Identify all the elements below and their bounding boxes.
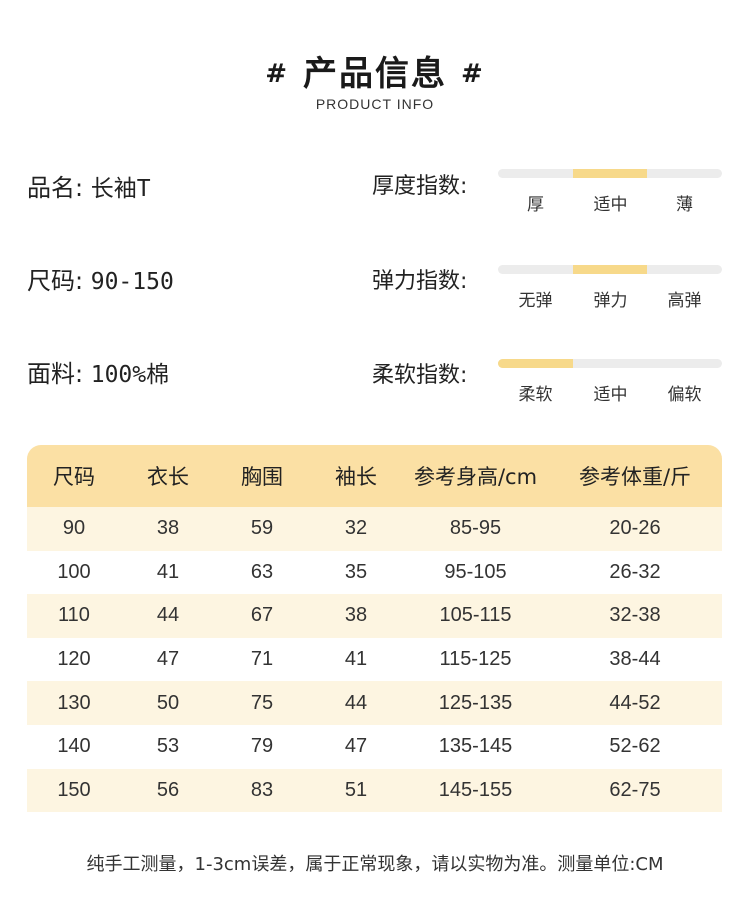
- spec-value: 90-150: [90, 269, 174, 295]
- table-row: 90 38 59 32 85-95 20-26: [27, 507, 722, 551]
- table-cell: 47: [344, 735, 368, 758]
- thickness-index-bar: [498, 169, 722, 178]
- page-subtitle: PRODUCT INFO: [315, 96, 435, 112]
- spec-value: 100%棉: [90, 362, 170, 388]
- tick-high-stretch: 高弹: [667, 291, 702, 311]
- spec-value: 长袖T: [90, 176, 151, 202]
- bar-fill: [498, 359, 573, 368]
- table-cell: 105-115: [439, 604, 512, 627]
- header-cell: 袖长: [335, 465, 377, 489]
- table-cell: 38: [156, 517, 180, 540]
- header-cell: 尺码: [53, 465, 95, 489]
- table-row: 120 47 71 41 115-125 38-44: [27, 637, 722, 682]
- table-cell: 62-75: [609, 778, 661, 801]
- table-row: 130 50 75 44 125-135 44-52: [27, 681, 722, 725]
- spec-key: 尺码:: [27, 267, 84, 295]
- table-cell: 56: [156, 778, 180, 801]
- table-cell: 120: [57, 648, 91, 671]
- table-header: 尺码 衣长 胸围 袖长 参考身高/cm 参考体重/斤: [27, 445, 722, 507]
- softness-index-bar: [498, 359, 722, 368]
- table-cell: 52-62: [609, 735, 661, 758]
- table-cell: 26-32: [609, 560, 661, 583]
- table-cell: 79: [250, 735, 274, 758]
- table-cell: 50: [156, 691, 180, 714]
- table-cell: 51: [344, 778, 368, 801]
- table-row: 100 41 63 35 95-105 26-32: [27, 550, 722, 595]
- elasticity-index-bar: [498, 265, 722, 274]
- table-cell: 41: [156, 560, 180, 583]
- tick-no-stretch: 无弹: [518, 291, 553, 311]
- header-cell: 衣长: [147, 465, 189, 489]
- table-cell: 85-95: [449, 517, 502, 540]
- header-cell: 参考身高/cm: [413, 465, 538, 489]
- spec-product-name: 品名: 长袖T: [27, 168, 151, 203]
- table-cell: 145-155: [438, 778, 513, 801]
- table-cell: 44: [344, 691, 368, 714]
- tick-stretch: 弹力: [593, 291, 628, 311]
- hash-left: #: [265, 59, 289, 89]
- table-cell: 130: [57, 691, 91, 714]
- size-table: 尺码 衣长 胸围 袖长 参考身高/cm 参考体重/斤 90 38 59 32 8…: [27, 445, 722, 813]
- table-cell: 150: [57, 778, 91, 801]
- tick-soft: 柔软: [518, 385, 553, 405]
- table-row: 140 53 79 47 135-145 52-62: [27, 724, 722, 769]
- table-cell: 44: [156, 604, 180, 627]
- tick-thick: 厚: [527, 195, 544, 215]
- spec-key: 面料:: [27, 360, 84, 388]
- tick-medium: 适中: [593, 195, 628, 215]
- bar-fill: [572, 265, 648, 274]
- spec-size: 尺码: 90-150: [27, 261, 174, 296]
- table-cell: 135-145: [438, 735, 513, 758]
- table-cell: 38-44: [609, 648, 661, 671]
- elasticity-index-label: 弹力指数:: [372, 269, 468, 294]
- thickness-index-label: 厚度指数:: [372, 174, 468, 199]
- tick-softer: 偏软: [667, 385, 702, 405]
- table-cell: 20-26: [609, 517, 661, 540]
- table-cell: 110: [58, 604, 90, 627]
- table-cell: 83: [250, 778, 274, 801]
- header-cell: 参考体重/斤: [578, 465, 692, 489]
- table-cell: 95-105: [444, 560, 507, 583]
- table-row: 110 44 67 38 105-115 32-38: [27, 594, 722, 638]
- table-cell: 67: [250, 604, 274, 627]
- table-cell: 90: [62, 517, 86, 540]
- table-cell: 47: [156, 648, 180, 671]
- table-cell: 32-38: [609, 604, 661, 627]
- header-cell: 胸围: [241, 465, 283, 489]
- tick-thin: 薄: [676, 195, 693, 215]
- table-cell: 35: [344, 560, 368, 583]
- spec-key: 品名:: [27, 174, 84, 202]
- table-cell: 32: [344, 517, 368, 540]
- table-cell: 63: [250, 560, 274, 583]
- tick-moderate: 适中: [593, 385, 628, 405]
- title-text: 产品信息: [303, 54, 447, 94]
- table-row: 150 56 83 51 145-155 62-75: [27, 768, 722, 813]
- table-cell: 44-52: [609, 691, 661, 714]
- table-cell: 59: [250, 517, 274, 540]
- spec-fabric: 面料: 100%棉: [27, 354, 169, 389]
- table-cell: 38: [344, 604, 368, 627]
- measurement-note: 纯手工测量，1-3cm误差，属于正常现象，请以实物为准。测量单位:CM: [86, 854, 664, 875]
- table-cell: 75: [250, 691, 274, 714]
- table-cell: 71: [250, 648, 274, 671]
- table-cell: 53: [156, 735, 180, 758]
- table-cell: 41: [344, 648, 368, 671]
- table-cell: 115-125: [439, 648, 512, 671]
- hash-right: #: [461, 59, 485, 89]
- page-title: # 产品信息 #: [0, 46, 750, 95]
- table-cell: 125-135: [438, 691, 513, 714]
- softness-index-label: 柔软指数:: [372, 363, 468, 388]
- table-cell: 140: [57, 735, 91, 758]
- bar-fill: [572, 169, 648, 178]
- table-cell: 100: [57, 560, 91, 583]
